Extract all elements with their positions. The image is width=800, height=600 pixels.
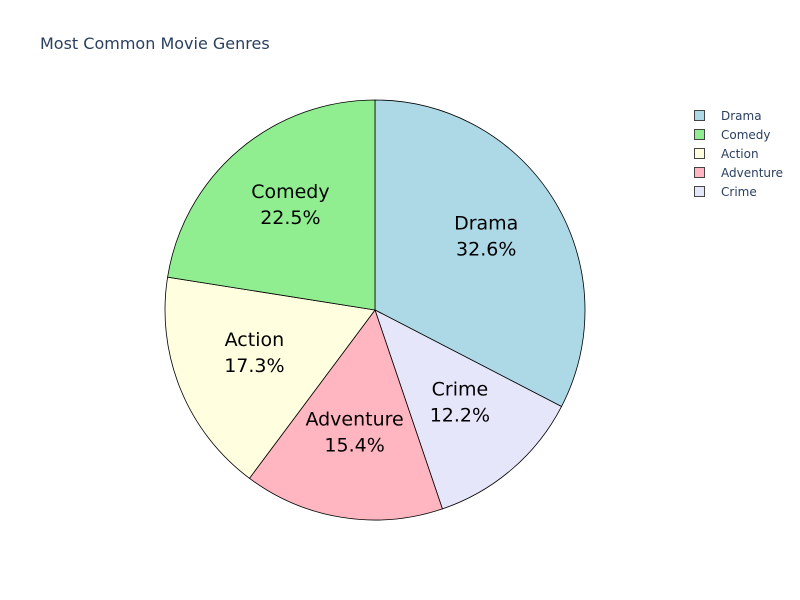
slice-percent-text: 15.4% [324, 435, 384, 457]
chart-title: Most Common Movie Genres [40, 34, 270, 53]
slice-label-comedy: Comedy 22.5% [251, 181, 329, 229]
slice-name-text: Drama [454, 212, 518, 234]
legend-label: Action [721, 146, 759, 161]
legend-label: Adventure [721, 165, 784, 180]
legend-swatch [694, 167, 705, 178]
pie-slice-action[interactable] [164, 276, 376, 479]
slice-label-crime: Crime 12.2% [430, 379, 490, 427]
slice-name-text: Crime [432, 379, 489, 401]
slices-layer [164, 99, 586, 521]
legend-item-drama[interactable]: Drama [694, 106, 783, 125]
slice-labels-layer: Drama 32.6% Crime 12.2% Adventure 15.4% Action… [224, 181, 518, 457]
pie-slice-crime[interactable] [374, 309, 563, 510]
legend-label: Crime [721, 184, 757, 199]
legend-label: Comedy [721, 127, 771, 142]
legend-item-action[interactable]: Action [694, 144, 783, 163]
pie-slice-drama[interactable] [374, 99, 586, 408]
legend: Drama Comedy Action Adventure Crime [694, 106, 783, 201]
legend-swatch [694, 110, 705, 121]
slice-label-action: Action 17.3% [224, 329, 284, 377]
legend-swatch [694, 186, 705, 197]
slice-percent-text: 12.2% [430, 405, 490, 427]
legend-item-comedy[interactable]: Comedy [694, 125, 783, 144]
legend-swatch [694, 148, 705, 159]
slice-percent-text: 17.3% [224, 355, 284, 377]
legend-item-crime[interactable]: Crime [694, 182, 783, 201]
legend-item-adventure[interactable]: Adventure [694, 163, 783, 182]
slice-name-text: Action [225, 329, 285, 351]
slice-name-text: Comedy [251, 181, 329, 203]
legend-swatch [694, 129, 705, 140]
legend-label: Drama [721, 108, 762, 123]
slice-label-adventure: Adventure 15.4% [305, 409, 403, 457]
pie-slice-adventure[interactable] [248, 309, 443, 521]
slice-name-text: Adventure [305, 409, 403, 431]
slice-label-drama: Drama 32.6% [454, 212, 518, 260]
slice-percent-text: 32.6% [456, 238, 516, 260]
pie-slice-comedy[interactable] [167, 99, 376, 311]
slice-percent-text: 22.5% [260, 207, 320, 229]
